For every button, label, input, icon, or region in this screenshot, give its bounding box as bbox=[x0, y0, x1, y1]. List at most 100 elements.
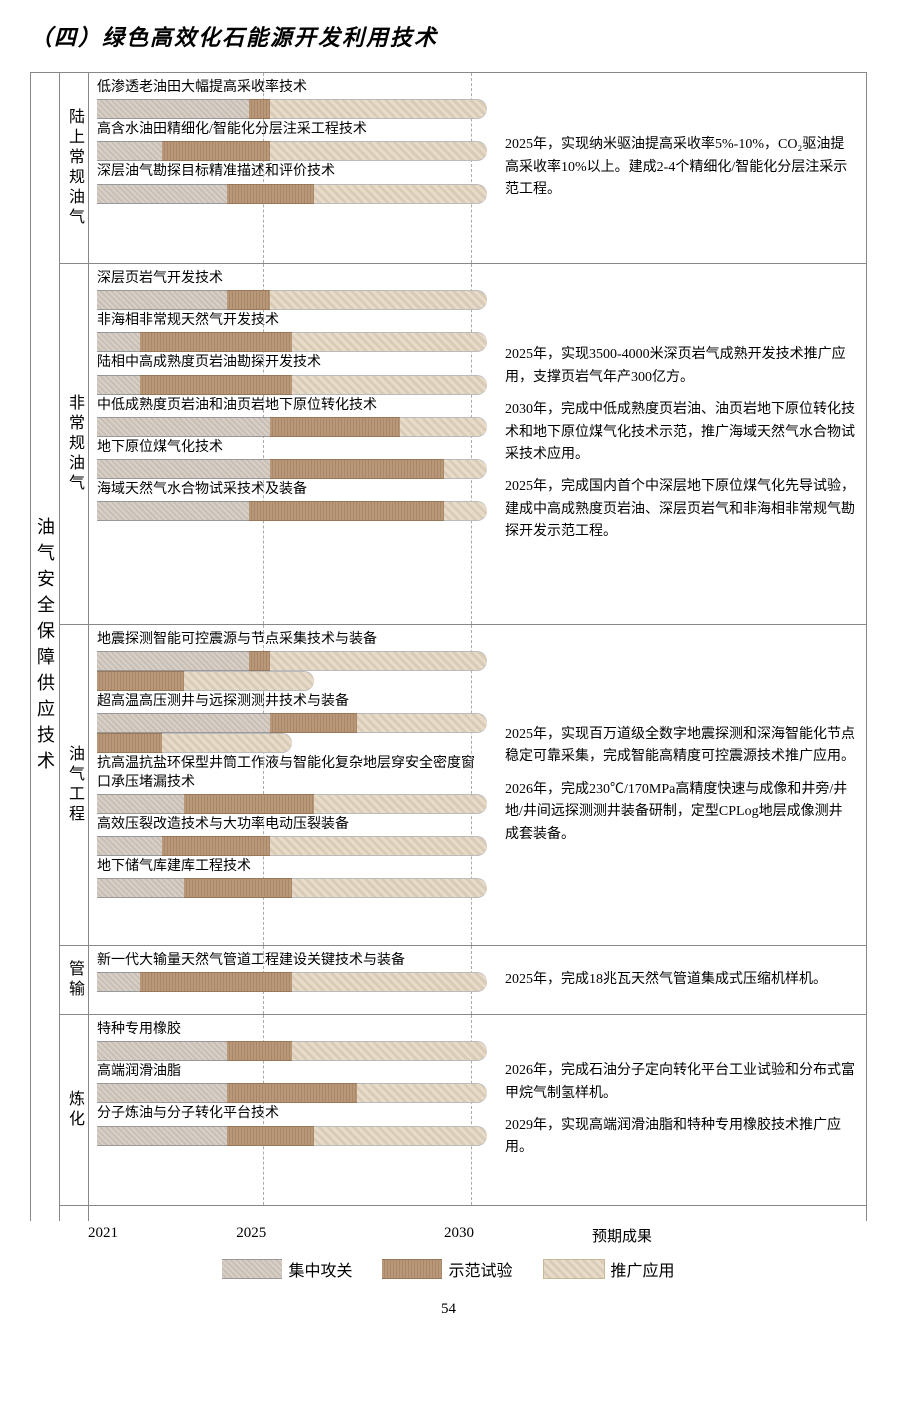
result-text-4-0: 2026年，完成石油分子定向转化平台工业试验和分布式富甲烷气制氢样机。 bbox=[505, 1060, 856, 1105]
bar-focus bbox=[97, 417, 270, 437]
bar-focus bbox=[97, 836, 162, 856]
bar-apply bbox=[270, 836, 487, 856]
result-col-3: 2025年，完成18兆瓦天然气管道集成式压缩机样机。 bbox=[495, 946, 866, 1014]
tech-col-4: 特种专用橡胶高端润滑油脂分子炼油与分子转化平台技术 bbox=[89, 1015, 495, 1205]
bar-apply bbox=[292, 375, 487, 395]
legend-demo: 示范试验 bbox=[382, 1257, 512, 1281]
tech-item-0-1: 高含水油田精细化/智能化分层注采工程技术 bbox=[97, 121, 487, 159]
gantt-chart: 油气安全保障供应技术陆上常规油气非常规油气油气工程管输炼化低渗透老油田大幅提高采… bbox=[30, 72, 867, 1221]
category-column: 陆上常规油气非常规油气油气工程管输炼化 bbox=[59, 73, 88, 1221]
page-number: 54 bbox=[30, 1301, 867, 1318]
result-text-1-0: 2025年，实现3500-4000米深页岩气成熟开发技术推广应用，支撑页岩气年产… bbox=[505, 344, 856, 389]
tech-col-3: 新一代大输量天然气管道工程建设关键技术与装备 bbox=[89, 946, 495, 1014]
bar-demo bbox=[184, 794, 314, 814]
bar-apply bbox=[184, 671, 314, 691]
tech-item-1-0: 深层页岩气开发技术 bbox=[97, 270, 487, 308]
bar-row bbox=[97, 141, 487, 159]
bar-apply bbox=[292, 878, 487, 898]
legend-apply-box bbox=[543, 1259, 605, 1279]
tech-label: 超高温高压测井与远探测测井技术与装备 bbox=[97, 693, 487, 711]
tech-item-2-4: 地下储气库建库工程技术 bbox=[97, 858, 487, 896]
bar-row-2 bbox=[97, 733, 487, 751]
legend-focus-box bbox=[222, 1259, 282, 1279]
tech-item-4-2: 分子炼油与分子转化平台技术 bbox=[97, 1105, 487, 1143]
tech-label: 地震探测智能可控震源与节点采集技术与装备 bbox=[97, 631, 487, 649]
bar-demo bbox=[227, 184, 314, 204]
tech-label: 新一代大输量天然气管道工程建设关键技术与装备 bbox=[97, 952, 487, 970]
bar-apply bbox=[270, 99, 487, 119]
tech-label: 分子炼油与分子转化平台技术 bbox=[97, 1105, 487, 1123]
bar-row bbox=[97, 836, 487, 854]
bar-demo bbox=[227, 1083, 357, 1103]
tech-item-1-1: 非海相非常规天然气开发技术 bbox=[97, 312, 487, 350]
bar-row bbox=[97, 651, 487, 669]
tech-item-4-0: 特种专用橡胶 bbox=[97, 1021, 487, 1059]
axis-result: 预期成果 bbox=[592, 1225, 652, 1246]
bar-apply bbox=[292, 972, 487, 992]
tech-label: 深层页岩气开发技术 bbox=[97, 270, 487, 288]
bar-focus bbox=[97, 501, 249, 521]
tech-label: 高效压裂改造技术与大功率电动压裂装备 bbox=[97, 816, 487, 834]
bar-focus bbox=[97, 99, 249, 119]
bar-demo bbox=[249, 501, 444, 521]
bar-row bbox=[97, 417, 487, 435]
bar-row-2 bbox=[97, 671, 487, 689]
tech-label: 中低成熟度页岩油和油页岩地下原位转化技术 bbox=[97, 397, 487, 415]
legend-demo-label: 示范试验 bbox=[448, 1257, 512, 1281]
bar-demo bbox=[270, 713, 357, 733]
bar-demo bbox=[184, 878, 292, 898]
section-2: 地震探测智能可控震源与节点采集技术与装备超高温高压测井与远探测测井技术与装备抗高… bbox=[89, 625, 866, 946]
bar-demo bbox=[249, 651, 271, 671]
legend-apply: 推广应用 bbox=[543, 1257, 675, 1281]
bar-apply bbox=[444, 501, 487, 521]
timeline-axis: 202120252030预期成果 bbox=[30, 1225, 867, 1247]
tech-label: 抗高温抗盐环保型井筒工作液与智能化复杂地层穿安全密度窗口承压堵漏技术 bbox=[97, 755, 487, 791]
bar-row bbox=[97, 878, 487, 896]
bar-apply bbox=[270, 141, 487, 161]
tech-item-3-0: 新一代大输量天然气管道工程建设关键技术与装备 bbox=[97, 952, 487, 990]
bar-row bbox=[97, 972, 487, 990]
category-4: 炼化 bbox=[60, 1015, 88, 1206]
bar-focus bbox=[97, 184, 227, 204]
result-text-0-0: 2025年，实现纳米驱油提高采收率5%-10%，CO₂驱油提高采收率10%以上。… bbox=[505, 134, 856, 201]
tech-label: 低渗透老油田大幅提高采收率技术 bbox=[97, 79, 487, 97]
bar-apply bbox=[357, 713, 487, 733]
bar-apply bbox=[292, 332, 487, 352]
axis-2030: 2030 bbox=[444, 1225, 474, 1242]
bar-focus bbox=[97, 972, 140, 992]
bar-apply bbox=[270, 651, 487, 671]
tech-label: 地下原位煤气化技术 bbox=[97, 439, 487, 457]
bar-row bbox=[97, 184, 487, 202]
tech-label: 高端润滑油脂 bbox=[97, 1063, 487, 1081]
legend-focus: 集中攻关 bbox=[222, 1257, 352, 1281]
legend-demo-box bbox=[382, 1259, 442, 1279]
result-text-2-1: 2026年，完成230℃/170MPa高精度快速与成像和井旁/井地/井间远探测测… bbox=[505, 779, 856, 846]
bar-focus bbox=[97, 459, 270, 479]
body-column: 低渗透老油田大幅提高采收率技术高含水油田精细化/智能化分层注采工程技术深层油气勘… bbox=[88, 73, 866, 1221]
main-category: 油气安全保障供应技术 bbox=[30, 73, 59, 1221]
bar-row bbox=[97, 1083, 487, 1101]
tech-label: 地下储气库建库工程技术 bbox=[97, 858, 487, 876]
bar-apply bbox=[357, 1083, 487, 1103]
bar-demo bbox=[162, 141, 270, 161]
bar-apply bbox=[162, 733, 292, 753]
bar-row bbox=[97, 501, 487, 519]
result-col-1: 2025年，实现3500-4000米深页岩气成熟开发技术推广应用，支撑页岩气年产… bbox=[495, 264, 866, 624]
bar-demo bbox=[227, 290, 270, 310]
page-title: （四）绿色高效化石能源开发利用技术 bbox=[30, 20, 867, 52]
bar-demo bbox=[140, 375, 292, 395]
bar-row bbox=[97, 794, 487, 812]
bar-demo bbox=[227, 1126, 314, 1146]
bar-demo bbox=[97, 671, 184, 691]
bar-row bbox=[97, 1041, 487, 1059]
bar-focus bbox=[97, 1126, 227, 1146]
tech-item-1-2: 陆相中高成熟度页岩油勘探开发技术 bbox=[97, 354, 487, 392]
tech-col-1: 深层页岩气开发技术非海相非常规天然气开发技术陆相中高成熟度页岩油勘探开发技术中低… bbox=[89, 264, 495, 624]
tech-item-1-3: 中低成熟度页岩油和油页岩地下原位转化技术 bbox=[97, 397, 487, 435]
bar-row bbox=[97, 99, 487, 117]
result-text-1-1: 2030年，完成中低成熟度页岩油、油页岩地下原位转化技术和地下原位煤气化技术示范… bbox=[505, 399, 856, 466]
bar-focus bbox=[97, 375, 140, 395]
tech-item-2-2: 抗高温抗盐环保型井筒工作液与智能化复杂地层穿安全密度窗口承压堵漏技术 bbox=[97, 755, 487, 811]
tech-item-0-2: 深层油气勘探目标精准描述和评价技术 bbox=[97, 163, 487, 201]
legend-apply-label: 推广应用 bbox=[611, 1257, 675, 1281]
